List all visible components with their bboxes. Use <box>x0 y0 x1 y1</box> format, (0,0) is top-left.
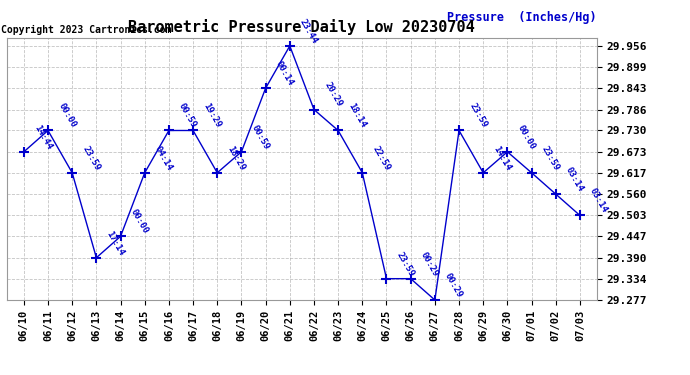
Text: 20:29: 20:29 <box>322 81 344 109</box>
Text: 18:14: 18:14 <box>346 102 368 130</box>
Title: Barometric Pressure Daily Low 20230704: Barometric Pressure Daily Low 20230704 <box>128 19 475 35</box>
Text: 00:00: 00:00 <box>515 123 537 151</box>
Text: 03:14: 03:14 <box>564 165 585 194</box>
Text: 00:59: 00:59 <box>250 123 271 151</box>
Text: 23:59: 23:59 <box>81 144 101 172</box>
Text: Copyright 2023 Cartronics.com: Copyright 2023 Cartronics.com <box>1 25 171 35</box>
Text: 14:44: 14:44 <box>32 123 53 151</box>
Text: 03:14: 03:14 <box>589 187 609 214</box>
Text: 17:14: 17:14 <box>105 229 126 257</box>
Text: 00:14: 00:14 <box>274 60 295 87</box>
Text: 23:44: 23:44 <box>298 17 319 45</box>
Text: 23:59: 23:59 <box>467 102 489 130</box>
Text: 23:59: 23:59 <box>540 144 561 172</box>
Text: 00:59: 00:59 <box>177 102 199 130</box>
Text: 19:29: 19:29 <box>201 102 223 130</box>
Text: 00:00: 00:00 <box>57 102 77 130</box>
Text: 00:29: 00:29 <box>419 250 440 278</box>
Text: 18:29: 18:29 <box>226 144 247 172</box>
Text: 00:00: 00:00 <box>129 208 150 236</box>
Text: 22:59: 22:59 <box>371 144 392 172</box>
Text: 23:59: 23:59 <box>395 250 416 278</box>
Text: Pressure  (Inches/Hg): Pressure (Inches/Hg) <box>447 11 597 24</box>
Text: 00:29: 00:29 <box>443 272 464 299</box>
Text: 04:14: 04:14 <box>153 144 175 172</box>
Text: 14:14: 14:14 <box>491 144 513 172</box>
